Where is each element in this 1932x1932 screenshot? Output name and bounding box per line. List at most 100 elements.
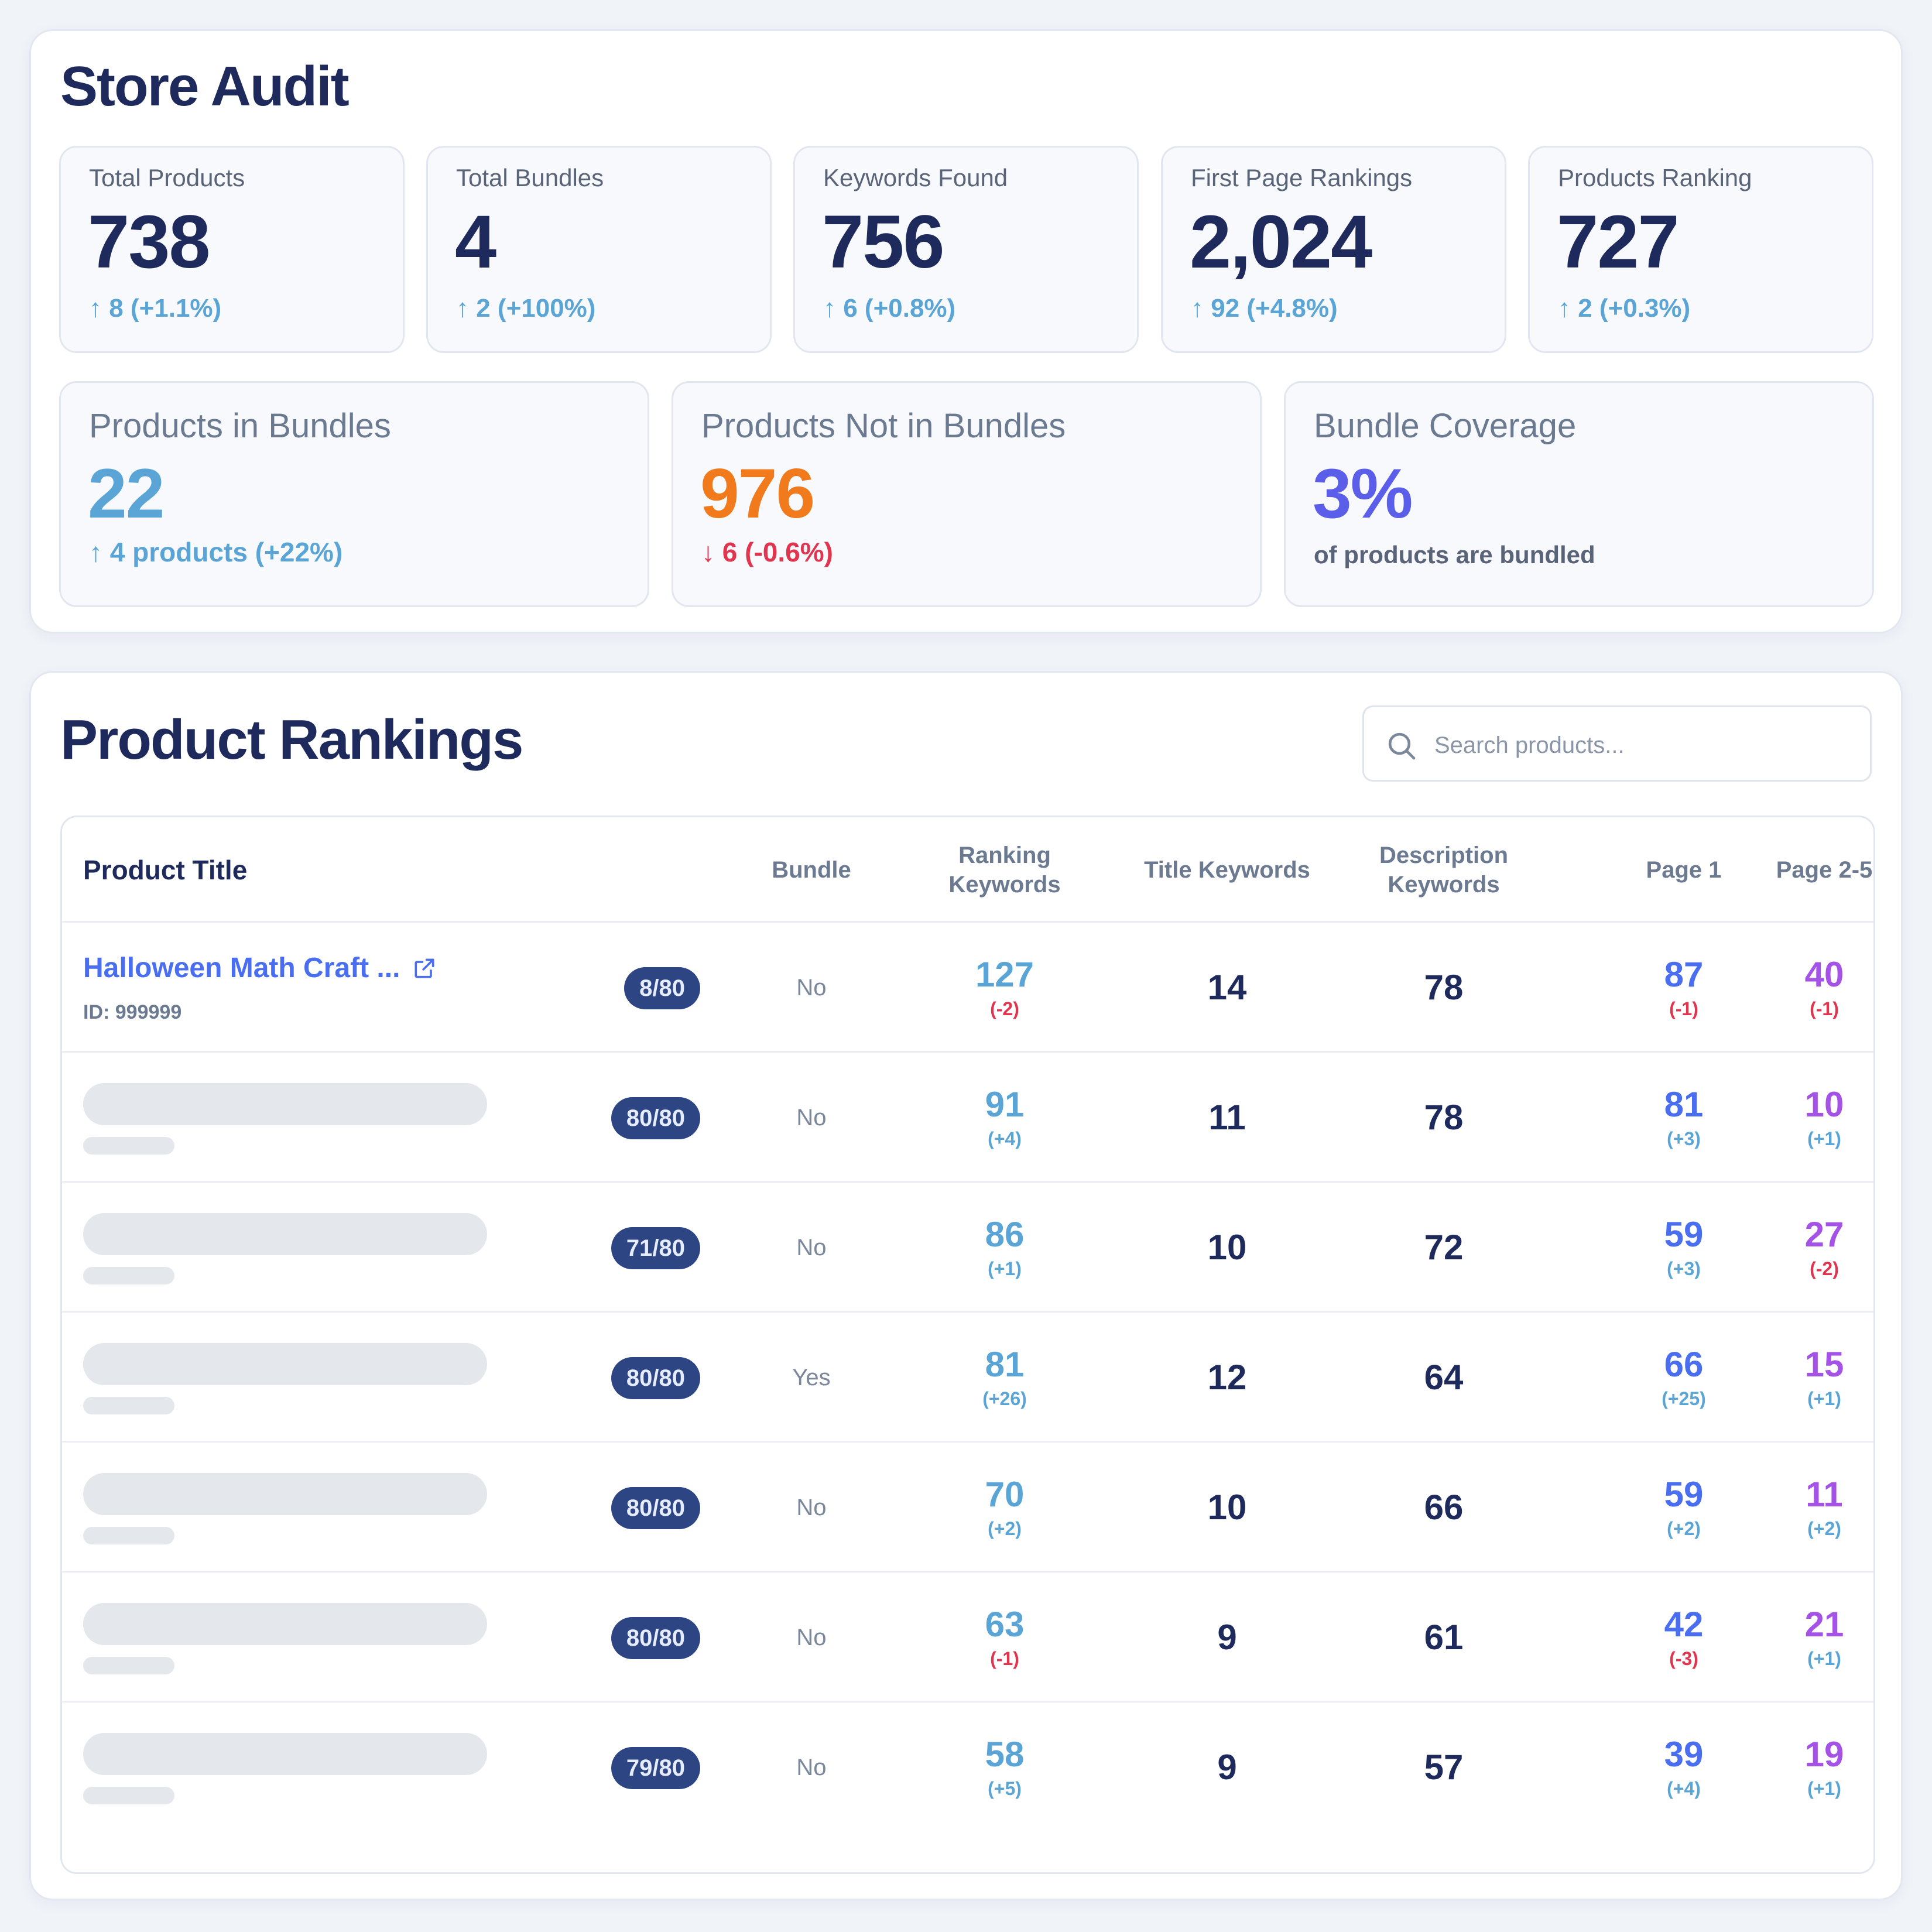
page-1-cell: 87 (-1) (1596, 923, 1772, 1053)
description-keywords-value: 72 (1424, 1228, 1464, 1267)
stat-label: Products Ranking (1558, 164, 1752, 191)
ranking-keywords-cell: 91 (+4) (905, 1053, 1104, 1183)
stat-subtext: of products are bundled (1314, 541, 1595, 568)
bundle-cell: No (735, 1053, 888, 1183)
seo-score-badge: 71/80 (611, 1227, 700, 1269)
external-link-icon[interactable] (412, 955, 437, 981)
page-1-value: 87 (1664, 955, 1704, 994)
skeleton-title-placeholder (83, 1733, 487, 1775)
stat-value: 727 (1557, 200, 1680, 284)
ranking-keywords-cell: 58 (+5) (905, 1703, 1104, 1832)
stat-card-first-page-rankings: First Page Rankings 2,024 ↑ 92 (+4.8%) (1161, 146, 1506, 353)
table-row[interactable]: 79/80 No 58 (+5) 9 57 39 (+4) 19 (+1) (62, 1703, 1873, 1832)
search-input[interactable] (1434, 725, 1844, 766)
ranking-keywords-delta: (+26) (982, 1388, 1027, 1409)
ranking-keywords-delta: (+2) (988, 1518, 1022, 1539)
stat-label: Bundle Coverage (1314, 407, 1577, 445)
ranking-keywords-value: 91 (985, 1085, 1025, 1124)
stat-value: 976 (700, 454, 815, 533)
title-keywords-value: 9 (1217, 1748, 1237, 1787)
skeleton-title-placeholder (83, 1603, 487, 1645)
page-2-5-cell: 11 (+2) (1772, 1443, 1873, 1573)
description-keywords-value: 57 (1424, 1748, 1464, 1787)
page-2-5-value: 21 (1804, 1605, 1844, 1644)
ranking-keywords-cell: 70 (+2) (905, 1443, 1104, 1573)
store-audit-title: Store Audit (60, 55, 350, 118)
col-header-product-title[interactable]: Product Title (83, 855, 248, 885)
page-1-cell: 59 (+3) (1596, 1183, 1772, 1313)
stat-delta: ↑ 6 (+0.8%) (823, 294, 956, 323)
stat-label: Products in Bundles (89, 407, 391, 445)
ranking-keywords-delta: (-1) (990, 1648, 1019, 1669)
ranking-keywords-cell: 81 (+26) (905, 1313, 1104, 1443)
stat-delta: ↑ 8 (+1.1%) (89, 294, 222, 323)
title-keywords-cell: 11 (1139, 1053, 1315, 1183)
table-row[interactable]: 80/80 No 70 (+2) 10 66 59 (+2) 11 (+2) (62, 1443, 1873, 1573)
search-box[interactable] (1362, 705, 1872, 782)
bundle-status: No (796, 1234, 827, 1260)
description-keywords-cell: 78 (1344, 1053, 1543, 1183)
stat-card-products-in-bundles: Products in Bundles 22 ↑ 4 products (+22… (59, 381, 649, 607)
page-2-5-value: 27 (1804, 1215, 1844, 1254)
table-row[interactable]: 80/80 No 63 (-1) 9 61 42 (-3) 21 (+1) (62, 1573, 1873, 1703)
col-header-page-1[interactable]: Page 1 (1646, 857, 1722, 883)
skeleton-id-placeholder (83, 1267, 174, 1284)
table-row[interactable]: 71/80 No 86 (+1) 10 72 59 (+3) 27 (-2) (62, 1183, 1873, 1313)
page-1-cell: 66 (+25) (1596, 1313, 1772, 1443)
title-keywords-value: 10 (1207, 1228, 1247, 1267)
page-1-value: 81 (1664, 1085, 1704, 1124)
title-keywords-cell: 10 (1139, 1183, 1315, 1313)
rankings-table: Product Title Bundle Ranking Keywords Ti… (60, 816, 1875, 1874)
page-1-delta: (+3) (1667, 1258, 1701, 1279)
page-1-delta: (+2) (1667, 1518, 1701, 1539)
table-row[interactable]: 80/80 Yes 81 (+26) 12 64 66 (+25) 15 (+1) (62, 1313, 1873, 1443)
table-row[interactable]: 80/80 No 91 (+4) 11 78 81 (+3) 10 (+1) (62, 1053, 1873, 1183)
bundle-status: No (796, 1624, 827, 1650)
skeleton-title-placeholder (83, 1343, 487, 1385)
page-2-5-cell: 19 (+1) (1772, 1703, 1873, 1832)
stat-card-keywords-found: Keywords Found 756 ↑ 6 (+0.8%) (793, 146, 1139, 353)
bundle-cell: No (735, 1573, 888, 1703)
page-2-5-delta: (+2) (1807, 1518, 1841, 1539)
product-title-link[interactable]: Halloween Math Craft ... (83, 952, 437, 984)
bundle-status: No (796, 974, 827, 1001)
table-header: Product Title Bundle Ranking Keywords Ti… (62, 817, 1873, 923)
title-keywords-value: 14 (1207, 968, 1247, 1007)
bundle-cell: No (735, 1703, 888, 1832)
title-keywords-value: 9 (1217, 1618, 1237, 1657)
page-1-value: 59 (1664, 1215, 1704, 1254)
stat-value: 756 (822, 200, 945, 284)
stat-card-products-not-in-bundles: Products Not in Bundles 976 ↓ 6 (-0.6%) (672, 381, 1262, 607)
stat-card-total-products: Total Products 738 ↑ 8 (+1.1%) (59, 146, 405, 353)
ranking-keywords-value: 70 (985, 1475, 1025, 1514)
product-title-text[interactable]: Halloween Math Craft ... (83, 953, 400, 984)
ranking-keywords-cell: 127 (-2) (905, 923, 1104, 1053)
stat-value: 3% (1313, 454, 1413, 533)
ranking-keywords-value: 127 (975, 955, 1034, 994)
col-header-bundle[interactable]: Bundle (772, 857, 851, 883)
col-header-title-keywords[interactable]: Title Keywords (1144, 857, 1310, 883)
page-1-cell: 81 (+3) (1596, 1053, 1772, 1183)
col-header-page-2-5[interactable]: Page 2-5 (1776, 857, 1873, 883)
description-keywords-cell: 57 (1344, 1703, 1543, 1832)
stat-label: First Page Rankings (1191, 164, 1413, 191)
page-2-5-cell: 10 (+1) (1772, 1053, 1873, 1183)
title-keywords-cell: 10 (1139, 1443, 1315, 1573)
description-keywords-cell: 78 (1344, 923, 1543, 1053)
bundle-cell: No (735, 1443, 888, 1573)
bundle-status: Yes (792, 1364, 831, 1390)
page-1-delta: (+3) (1667, 1128, 1701, 1149)
seo-score-badge: 8/80 (624, 967, 700, 1009)
page-1-value: 42 (1664, 1605, 1704, 1644)
product-rankings-title: Product Rankings (60, 708, 523, 771)
skeleton-id-placeholder (83, 1657, 174, 1674)
page-1-delta: (+4) (1667, 1778, 1701, 1799)
col-header-description-keywords[interactable]: Description Keywords (1379, 842, 1509, 898)
table-row[interactable]: Halloween Math Craft ... ID: 999999 8/80 No… (62, 923, 1873, 1053)
stat-delta: ↑ 2 (+100%) (456, 294, 596, 323)
skeleton-id-placeholder (83, 1137, 174, 1155)
col-header-ranking-keywords[interactable]: Ranking Keywords (948, 842, 1061, 898)
stat-delta: ↓ 6 (-0.6%) (701, 537, 833, 567)
ranking-keywords-delta: (-2) (990, 998, 1019, 1019)
page-2-5-value: 10 (1804, 1085, 1844, 1124)
